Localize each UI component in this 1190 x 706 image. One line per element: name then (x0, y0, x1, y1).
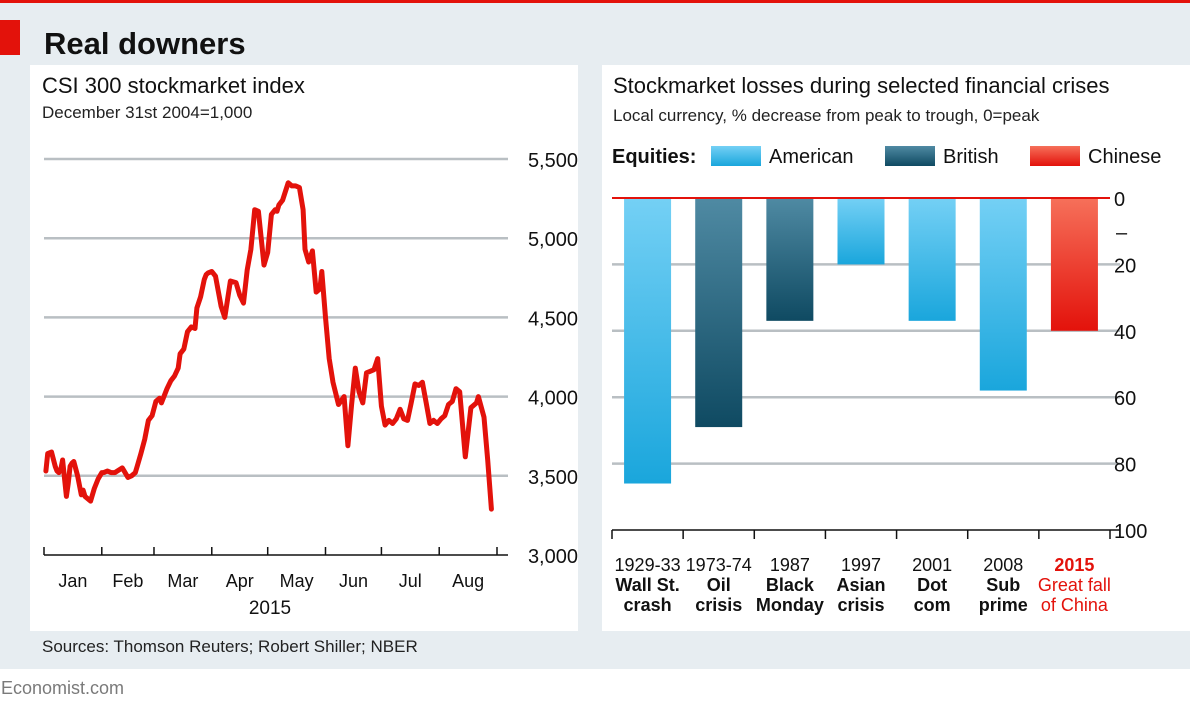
right-y-minus-label: – (1116, 222, 1128, 244)
left-y-tick-label: 4,500 (528, 308, 578, 330)
bar-2001 (908, 198, 956, 321)
right-y-tick-label: 20 (1114, 255, 1136, 277)
category-name-line2: Monday (756, 595, 824, 615)
right-y-tick-label: 0 (1114, 189, 1125, 211)
category-name-line1: Black (766, 575, 815, 595)
left-y-tick-label: 4,000 (528, 388, 578, 410)
category-name-line1: Oil (707, 575, 731, 595)
right-chart-subtitle: Local currency, % decrease from peak to … (613, 106, 1040, 125)
left-x-tick-label: Jun (339, 571, 368, 591)
brand-label: Economist.com (1, 678, 124, 698)
bar-2008 (979, 198, 1027, 391)
red-tag (0, 20, 20, 55)
category-year-label: 1929-33 (615, 555, 681, 575)
category-name-line2: crash (624, 595, 672, 615)
left-panel (30, 65, 578, 631)
bar-1929-33 (624, 198, 672, 484)
category-name-line1: Wall St. (615, 575, 679, 595)
right-chart-title: Stockmarket losses during selected finan… (613, 73, 1109, 98)
csi300-line (43, 180, 494, 512)
left-y-tick-label: 5,000 (528, 229, 578, 251)
category-name-line1: Dot (917, 575, 947, 595)
left-y-tick-label: 5,500 (528, 150, 578, 172)
left-y-tick-label: 3,500 (528, 467, 578, 489)
category-name-line2: crisis (695, 595, 742, 615)
right-y-tick-label: 40 (1114, 322, 1136, 344)
right-y-tick-label: 100 (1114, 521, 1147, 543)
legend-label-chinese: Chinese (1088, 146, 1161, 168)
category-name-line2: of China (1041, 595, 1109, 615)
category-name-line1: Great fall (1038, 575, 1111, 595)
left-chart-subtitle: December 31st 2004=1,000 (42, 103, 252, 122)
left-x-label: 2015 (249, 598, 291, 619)
left-x-tick-label: Feb (112, 571, 143, 591)
left-chart-title: CSI 300 stockmarket index (42, 73, 305, 98)
category-name-line1: Asian (836, 575, 885, 595)
category-name-line2: com (914, 595, 951, 615)
right-y-tick-label: 60 (1114, 388, 1136, 410)
left-x-tick-label: May (280, 571, 314, 591)
left-x-tick-label: Jan (58, 571, 87, 591)
category-name-line2: crisis (837, 595, 884, 615)
figure-title: Real downers (44, 26, 246, 61)
top-rule (0, 0, 1190, 3)
category-name-line1: Sub (986, 575, 1020, 595)
category-year-label: 1997 (841, 555, 881, 575)
legend-swatch-british (885, 146, 935, 166)
source-note: Sources: Thomson Reuters; Robert Shiller… (42, 637, 418, 656)
category-year-label: 2001 (912, 555, 952, 575)
left-y-tick-label: 3,000 (528, 546, 578, 568)
bar-1987 (766, 198, 814, 321)
legend-swatch-chinese (1030, 146, 1080, 166)
category-year-label: 2008 (983, 555, 1023, 575)
legend-title: Equities: (612, 146, 696, 168)
bar-1973-74 (695, 198, 743, 428)
category-name-line2: prime (979, 595, 1028, 615)
category-year-label: 1987 (770, 555, 810, 575)
legend-label-american: American (769, 146, 853, 168)
legend-swatch-american (711, 146, 761, 166)
bar-2015 (1050, 198, 1098, 331)
category-year-label: 2015 (1054, 555, 1094, 575)
left-x-tick-label: Mar (167, 571, 198, 591)
bar-1997 (837, 198, 885, 265)
category-year-label: 1973-74 (686, 555, 752, 575)
right-y-tick-label: 80 (1114, 455, 1136, 477)
left-x-tick-label: Aug (452, 571, 484, 591)
legend-label-british: British (943, 146, 999, 168)
left-x-tick-label: Jul (399, 571, 422, 591)
footer-band (0, 669, 1190, 706)
left-x-tick-label: Apr (226, 571, 254, 591)
